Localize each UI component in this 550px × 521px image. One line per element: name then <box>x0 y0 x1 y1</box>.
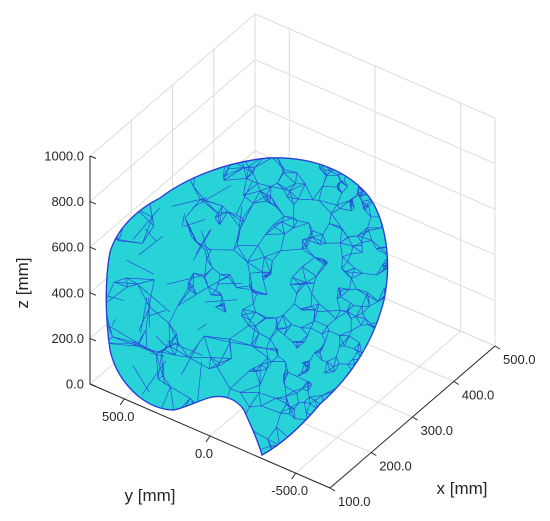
x-tick-label: 400.0 <box>462 388 495 403</box>
y-tick-mark <box>119 398 125 406</box>
z-axis-label: z [mm] <box>13 258 32 309</box>
x-tick-label: 300.0 <box>421 423 454 438</box>
y-tick-label: 500.0 <box>102 409 135 424</box>
mesh-outline <box>105 157 389 457</box>
z-tick-mark <box>89 246 97 251</box>
z-tick-label: 1000.0 <box>44 149 84 164</box>
x-tick-mark <box>370 452 377 456</box>
x-tick-mark <box>453 381 460 385</box>
z-tick-label: 200.0 <box>51 331 84 346</box>
y-tick-label: 0.0 <box>195 446 213 461</box>
z-tick-label: 0.0 <box>66 377 84 392</box>
x-tick-label: 200.0 <box>379 459 412 474</box>
z-tick-mark <box>89 292 97 296</box>
z-tick-mark <box>89 383 97 387</box>
x-tick-mark <box>412 416 418 421</box>
y-axis-label: y [mm] <box>125 486 176 505</box>
z-tick-label: 400.0 <box>51 285 84 300</box>
x-tick-label: 500.0 <box>503 352 536 367</box>
mesh-fill <box>106 157 388 455</box>
z-tick-label: 600.0 <box>51 240 84 255</box>
x-axis-label: x [mm] <box>437 479 488 498</box>
z-tick-mark <box>89 201 97 205</box>
z-tick-mark <box>89 155 97 159</box>
z-tick-label: 800.0 <box>51 194 84 209</box>
y-tick-labels: 500.0 0.0 -500.0 <box>102 398 308 498</box>
grid-line <box>295 330 462 474</box>
z-tick-labels: 0.0 200.0 400.0 600.0 800.0 1000.0 <box>44 149 97 392</box>
y-tick-label: -500.0 <box>271 483 308 498</box>
x-tick-labels: 100.0 200.0 300.0 400.0 500.0 <box>329 345 536 509</box>
mesh-surface <box>105 157 389 457</box>
y-tick-mark <box>205 435 211 443</box>
y-tick-mark <box>291 472 297 480</box>
x-tick-mark <box>494 345 501 350</box>
z-tick-mark <box>89 337 97 342</box>
x-tick-label: 100.0 <box>338 494 371 509</box>
x-tick-mark <box>329 487 336 492</box>
